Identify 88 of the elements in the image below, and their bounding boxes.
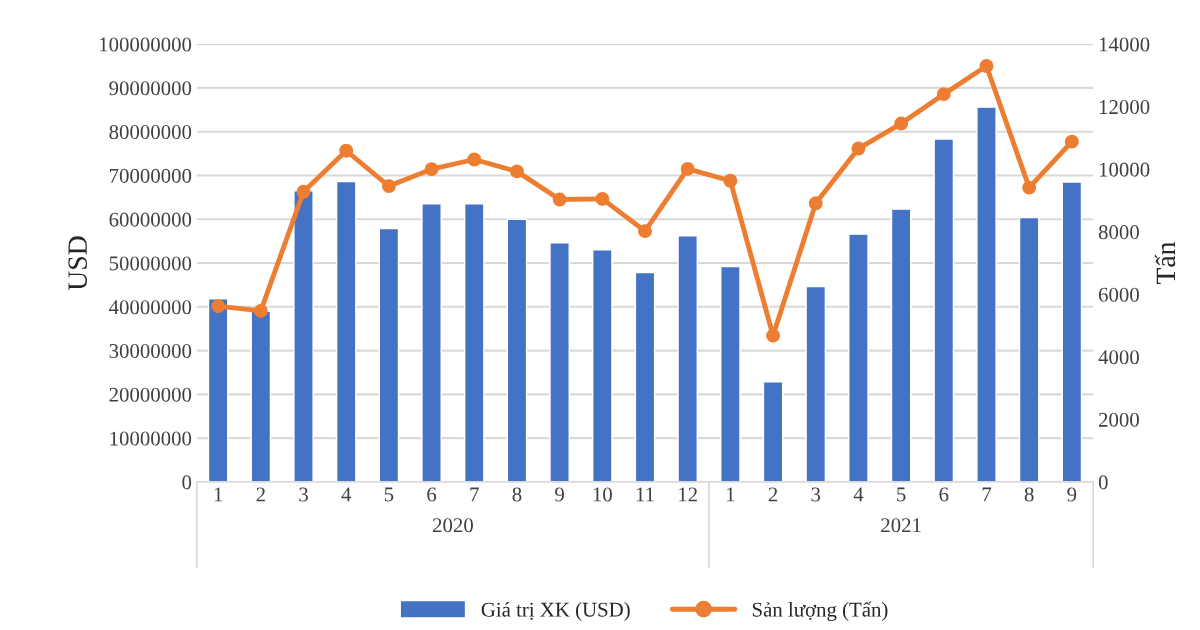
- x-tick-label: 7: [982, 487, 992, 502]
- x-tick-label: 9: [1067, 487, 1077, 502]
- bar: [463, 203, 485, 482]
- bar: [634, 271, 656, 482]
- bar: [506, 218, 528, 482]
- text: 2020: [433, 518, 473, 533]
- x-tick-label: 11: [636, 487, 654, 502]
- y2-axis-title: Tấn: [1154, 241, 1176, 285]
- bar: [933, 138, 955, 482]
- point: [936, 87, 951, 102]
- point: [1022, 180, 1037, 195]
- y2-tick-label: 6000: [1098, 287, 1139, 302]
- bar: [378, 227, 400, 482]
- y2-tick-label: 2000: [1098, 412, 1139, 427]
- text: 2021: [881, 518, 921, 533]
- bar: [1018, 216, 1040, 482]
- bar: [250, 310, 272, 482]
- y-tick-label: 30000000: [109, 343, 192, 359]
- point: [424, 162, 439, 177]
- y2-tick-label: 0: [1098, 475, 1108, 490]
- bar: [592, 249, 613, 482]
- bar: [890, 208, 912, 482]
- point: [680, 161, 695, 176]
- y-tick-label: 100000000: [100, 37, 192, 52]
- x-tick-label: 12: [679, 487, 697, 502]
- x-tick-label: 10: [593, 487, 612, 502]
- x-tick-label: 8: [512, 487, 522, 502]
- legend-label: Sản lượng (Tấn): [752, 601, 888, 621]
- y-axis-title: USD: [68, 236, 87, 291]
- point: [595, 191, 610, 206]
- point: [808, 196, 823, 211]
- y2-tick-label: 14000: [1099, 37, 1150, 52]
- point: [723, 173, 738, 188]
- x-tick-label: 9: [555, 487, 564, 502]
- legend-label: Giá trị XK (USD): [481, 602, 630, 621]
- x-tick-label: 2: [768, 487, 778, 502]
- bar: [976, 106, 997, 482]
- x-tick-label: 4: [853, 487, 864, 502]
- y2-tick-label: 10000: [1099, 162, 1150, 177]
- x-tick-label: 3: [811, 487, 821, 502]
- y2-tick-label: 4000: [1098, 350, 1139, 365]
- point: [253, 303, 268, 318]
- y-tick-label: 10000000: [110, 431, 192, 446]
- point: [979, 59, 994, 73]
- bar: [1061, 181, 1083, 482]
- point: [638, 224, 652, 239]
- point: [509, 164, 524, 179]
- bar: [207, 298, 229, 482]
- x-tick-label: 6: [939, 487, 949, 502]
- y-tick-label: 50000000: [109, 256, 192, 271]
- y-tick-label: 80000000: [109, 125, 192, 140]
- bar: [293, 190, 314, 482]
- bar: [848, 233, 869, 482]
- x-tick-label: 1: [727, 487, 735, 502]
- y-tick-label: 90000000: [109, 81, 192, 96]
- point: [851, 141, 866, 156]
- x-tick-label: 5: [897, 487, 906, 502]
- y-tick-label: 20000000: [109, 387, 192, 402]
- x-tick-label: 4: [341, 487, 352, 502]
- y2-tick-label: 8000: [1098, 225, 1139, 240]
- bar: [549, 242, 570, 482]
- y-tick-label: 0: [182, 475, 192, 490]
- point: [1064, 134, 1079, 149]
- y2-tick-label: 12000: [1099, 100, 1150, 115]
- bar: [677, 235, 698, 482]
- y-tick-label: 70000000: [109, 168, 192, 183]
- y-tick-label: 60000000: [109, 212, 192, 227]
- point: [296, 184, 311, 199]
- bar: [335, 180, 357, 482]
- x-tick-label: 5: [384, 487, 394, 502]
- point: [766, 328, 781, 343]
- x-tick-label: 8: [1024, 487, 1034, 502]
- bar: [805, 285, 827, 482]
- x-tick-label: 7: [470, 487, 479, 502]
- point: [894, 116, 909, 131]
- point: [552, 192, 567, 207]
- point: [467, 152, 482, 167]
- x-tick-label: 6: [427, 487, 437, 502]
- point: [211, 299, 226, 314]
- point: [381, 179, 396, 194]
- point: [339, 143, 354, 158]
- x-tick-label: 1: [214, 487, 223, 502]
- x-tick-label: 2: [256, 487, 265, 502]
- bar: [720, 265, 741, 482]
- x-tick-label: 3: [299, 487, 308, 502]
- bar: [421, 203, 442, 482]
- y-tick-label: 40000000: [109, 300, 192, 315]
- bar: [762, 380, 784, 482]
